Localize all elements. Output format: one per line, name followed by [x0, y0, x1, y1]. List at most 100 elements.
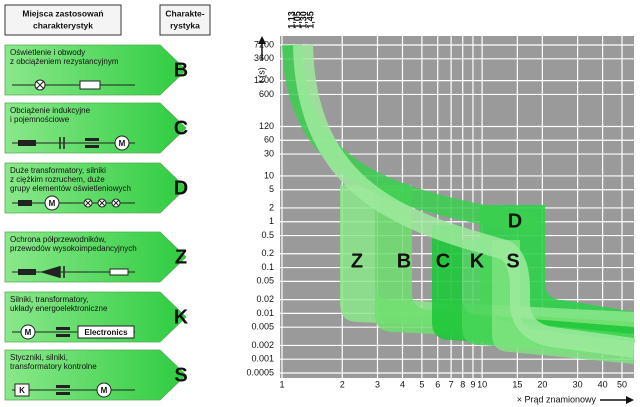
row-text: Ochrona półprzewodników, [10, 235, 106, 244]
row-letter: S [174, 364, 187, 386]
icon [59, 137, 65, 149]
icon-text: M [119, 139, 126, 148]
top-label: 1,13 [286, 11, 296, 29]
y-tick-label: 30 [264, 148, 274, 158]
header-text: Miejsca zastosowań [22, 8, 103, 18]
row-letter: Z [175, 246, 187, 268]
icon [35, 80, 45, 90]
x-tick-label: 1 [279, 379, 284, 389]
y-tick-label: 60 [264, 135, 274, 145]
y-tick-label: 0.1 [261, 262, 274, 272]
icon [85, 138, 99, 141]
top-label: 1,30 [298, 11, 308, 29]
y-tick-label: 0.005 [251, 322, 274, 332]
x-tick-label: 2 [340, 379, 345, 389]
x-tick-label: 4 [400, 379, 405, 389]
curve-label: B [397, 250, 411, 272]
y-tick-label: 2 [269, 202, 274, 212]
icon-text: M [25, 328, 32, 337]
icon [96, 382, 112, 398]
top-label: 1,05 [292, 11, 302, 29]
x-tick-label: 5 [419, 379, 424, 389]
row-text: Duże transformatory, silniki [10, 166, 106, 175]
icon [56, 392, 70, 395]
icon [98, 199, 106, 207]
row-text: z ciężkim rozruchem, duże [10, 175, 105, 184]
icon [79, 80, 101, 90]
header-box [4, 4, 122, 36]
band [293, 44, 636, 358]
icon-text: M [49, 199, 56, 208]
icon [18, 269, 36, 275]
curve-label: S [506, 250, 519, 272]
row-shape [4, 291, 187, 343]
icon [40, 266, 60, 278]
header-text: charakterystyk [33, 20, 93, 30]
icon [18, 140, 36, 146]
row-letter: C [174, 117, 188, 139]
icon-text: Electronics [84, 328, 128, 337]
y-tick-label: 7200 [254, 39, 274, 49]
row-text: z obciążeniem rezystancyjnym [10, 57, 119, 66]
row-letter: K [174, 306, 189, 328]
row-text: Obciążenie indukcyjne [10, 106, 91, 115]
curve-label: C [436, 250, 450, 272]
icon-box [77, 325, 135, 339]
y-tick-label: 0.002 [251, 340, 274, 350]
x-tick-label: 30 [573, 379, 583, 389]
curve-label: K [470, 250, 485, 272]
row-shape [4, 102, 187, 154]
header-text: rystyka [170, 20, 200, 30]
x-tick-label: 50 [617, 379, 627, 389]
y-tick-label: 10 [264, 170, 274, 180]
y-tick-label: 120 [259, 121, 274, 131]
icon [56, 327, 70, 330]
row-text: przewodów wysokoimpedancyjnych [10, 244, 137, 253]
x-tick-label: 15 [512, 379, 522, 389]
icon [18, 200, 32, 206]
row-text: Oświetlenie i obwody [10, 48, 85, 57]
icon [84, 199, 92, 207]
row-letter: B [174, 59, 188, 81]
row-shape [4, 44, 187, 96]
y-tick-label: 0.02 [256, 294, 274, 304]
x-tick-label: 7 [449, 379, 454, 389]
y-tick-label: 1200 [254, 75, 274, 85]
axis-arrow [626, 396, 634, 404]
icon [109, 268, 129, 276]
row-text: Silniki, transformatory, [10, 295, 89, 304]
row-text: układy energoelektroniczne [10, 304, 108, 313]
y-tick-label: 0.05 [256, 276, 274, 286]
icon-text: K [19, 386, 25, 395]
x-tick-label: 40 [598, 379, 608, 389]
icon [44, 195, 60, 211]
y-tick-label: 0.01 [256, 308, 274, 318]
icon [56, 334, 70, 337]
y-tick-label: 600 [259, 89, 274, 99]
y-tick-label: 1 [269, 216, 274, 226]
icon [112, 199, 120, 207]
icon-text: M [101, 386, 108, 395]
header-box [159, 4, 211, 36]
axis-arrow [258, 36, 266, 44]
bands [282, 44, 636, 364]
x-tick-label: 8 [460, 379, 465, 389]
y-tick-label: 5 [269, 184, 274, 194]
row-text: transformatory kontrolne [10, 362, 97, 371]
y-axis-label: t (s) [256, 67, 266, 83]
icon [56, 385, 70, 388]
row-letter: D [174, 177, 188, 199]
x-axis-label: × Prąd znamionowy [517, 394, 597, 404]
y-tick-label: 3600 [254, 53, 274, 63]
y-tick-label: 0.2 [261, 248, 274, 258]
icon-box [14, 383, 30, 397]
curve-label: D [508, 210, 522, 232]
header-text: Charakte- [165, 8, 204, 18]
row-text: Styczniki, silniki, [10, 353, 68, 362]
grid [280, 36, 634, 378]
x-tick-label: 3 [375, 379, 380, 389]
x-tick-label: 20 [537, 379, 547, 389]
y-tick-label: 0.001 [251, 354, 274, 364]
row-shape [4, 349, 187, 401]
